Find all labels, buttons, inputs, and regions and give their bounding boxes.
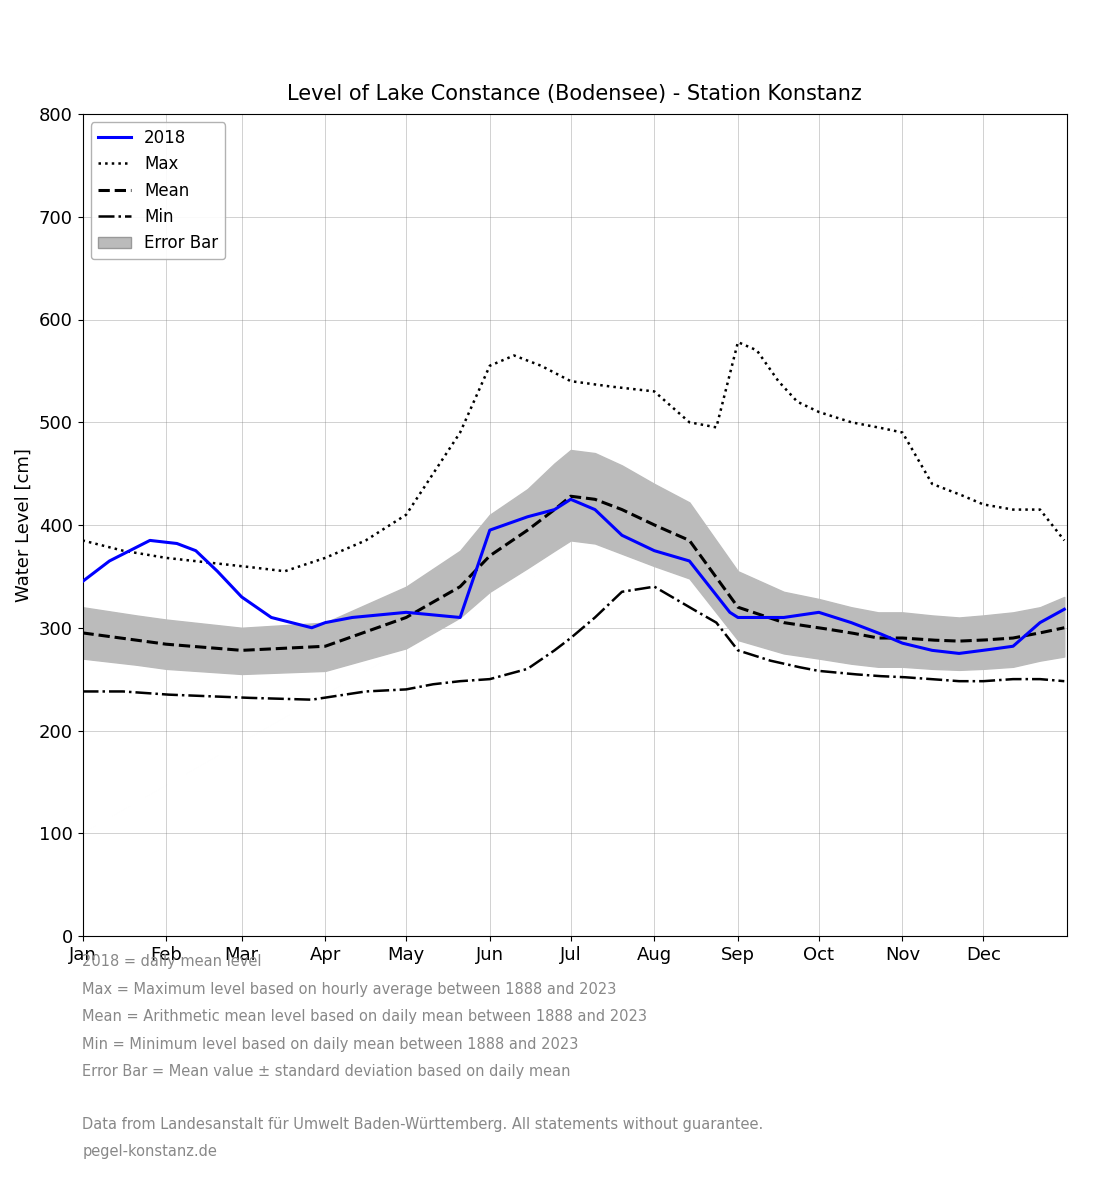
Y-axis label: Water Level [cm]: Water Level [cm]	[15, 448, 33, 602]
Text: pegel-konstanz.de: pegel-konstanz.de	[82, 1145, 218, 1159]
Title: Level of Lake Constance (Bodensee) - Station Konstanz: Level of Lake Constance (Bodensee) - Sta…	[287, 84, 862, 104]
Legend: 2018, Max, Mean, Min, Error Bar: 2018, Max, Mean, Min, Error Bar	[91, 122, 226, 259]
Text: Data from Landesanstalt für Umwelt Baden-Württemberg. All statements without gua: Data from Landesanstalt für Umwelt Baden…	[82, 1117, 763, 1132]
Text: Max = Maximum level based on hourly average between 1888 and 2023: Max = Maximum level based on hourly aver…	[82, 982, 617, 996]
Text: 2018 = daily mean level: 2018 = daily mean level	[82, 954, 262, 970]
Text: Error Bar = Mean value ± standard deviation based on daily mean: Error Bar = Mean value ± standard deviat…	[82, 1064, 571, 1080]
Text: Min = Minimum level based on daily mean between 1888 and 2023: Min = Minimum level based on daily mean …	[82, 1037, 579, 1051]
Text: Mean = Arithmetic mean level based on daily mean between 1888 and 2023: Mean = Arithmetic mean level based on da…	[82, 1009, 648, 1025]
